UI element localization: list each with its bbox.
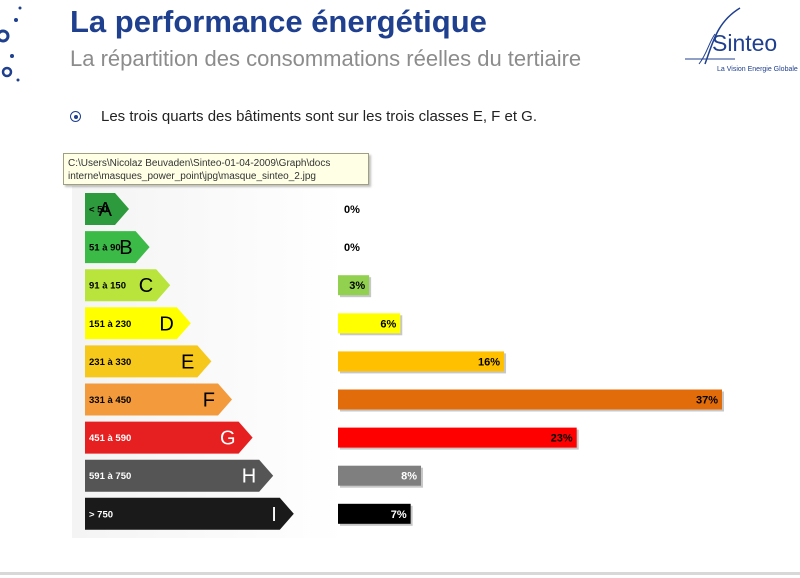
- percent-bar-c: [338, 275, 370, 296]
- percent-label-h: 8%: [401, 471, 417, 483]
- class-arrow-i: > 750 I: [85, 497, 294, 530]
- class-arrow-shape: [85, 421, 253, 454]
- percent-label-e: 16%: [478, 356, 500, 368]
- class-arrow-shape: [85, 459, 274, 492]
- class-range-label: 591 à 750: [89, 471, 131, 482]
- class-arrow-shape: [85, 193, 129, 225]
- class-letter-label: E: [181, 351, 194, 373]
- percent-bar-d: [338, 313, 401, 334]
- file-path-tooltip: C:\Users\Nicolaz Beuvaden\Sinteo-01-04-2…: [63, 153, 369, 185]
- percent-bar-g: [338, 427, 577, 448]
- class-arrow-g: 451 à 590 G: [85, 421, 253, 454]
- percent-label-f: 37%: [696, 395, 718, 407]
- class-arrow-b: 51 à 90B: [85, 231, 150, 264]
- percent-label-a: 0%: [344, 204, 360, 216]
- class-letter-label: F: [203, 390, 215, 412]
- page-title: La performance énergétique: [70, 4, 487, 39]
- logo-tagline: La Vision Energie Globale: [717, 66, 798, 73]
- page-subtitle: La répartition des consommations réelles…: [70, 46, 582, 71]
- tooltip-line-2: interne\masques_power_point\jpg\masque_s…: [68, 171, 316, 182]
- class-range-label: 151 à 230: [89, 319, 131, 330]
- class-range-label: < 50: [89, 205, 108, 216]
- class-arrow-shape: [85, 345, 212, 378]
- percent-label-b: 0%: [344, 242, 360, 254]
- class-range-label: 91 à 150: [89, 281, 126, 292]
- class-arrow-f: 331 à 450 F: [85, 383, 232, 416]
- sinteo-logo: Sinteo La Vision Energie Globale: [685, 2, 800, 80]
- percent-bar-h: [338, 465, 422, 486]
- class-letter-label: D: [159, 313, 173, 335]
- logo-wordmark: Sinteo: [712, 30, 778, 56]
- class-arrow-shape: [85, 269, 171, 302]
- class-range-label: 331 à 450: [89, 395, 131, 406]
- class-arrow-a: < 50A: [85, 193, 129, 225]
- percent-bar-e: [338, 351, 505, 372]
- bullet-text: Les trois quarts des bâtiments sont sur …: [101, 108, 538, 125]
- class-arrow-shape: [85, 307, 191, 340]
- class-letter-label: I: [271, 504, 277, 526]
- percent-label-i: 7%: [391, 509, 407, 521]
- bullet-circle-icon: [70, 111, 81, 122]
- bullet-point: Les trois quarts des bâtiments sont sur …: [70, 108, 537, 125]
- class-range-label: > 750: [89, 509, 113, 520]
- percent-label-c: 3%: [349, 280, 365, 292]
- class-letter-label: A: [99, 199, 113, 221]
- class-letter-label: H: [242, 466, 256, 488]
- class-letter-label: G: [220, 428, 236, 450]
- percent-label-g: 23%: [551, 433, 573, 445]
- class-letter-label: C: [139, 275, 153, 297]
- class-arrow-d: 151 à 230 D: [85, 307, 191, 340]
- tooltip-line-1: C:\Users\Nicolaz Beuvaden\Sinteo-01-04-2…: [68, 158, 331, 169]
- percent-bar-i: [338, 503, 411, 524]
- class-letter-label: B: [119, 237, 132, 259]
- class-arrow-shape: [85, 497, 294, 530]
- class-arrow-h: 591 à 750 H: [85, 459, 274, 492]
- class-range-label: 451 à 590: [89, 433, 131, 444]
- percent-bar-f: [338, 389, 722, 410]
- decorative-dots-icon: [0, 6, 22, 82]
- footer-divider: [0, 572, 800, 575]
- class-arrow-c: 91 à 150 C: [85, 269, 171, 302]
- class-arrow-e: 231 à 330 E: [85, 345, 212, 378]
- class-range-label: 51 à 90: [89, 243, 121, 254]
- logo-mark-icon: [685, 7, 741, 65]
- class-arrow-shape: [85, 383, 232, 416]
- percent-label-d: 6%: [380, 318, 396, 330]
- class-range-label: 231 à 330: [89, 357, 131, 368]
- class-arrow-shape: [85, 231, 150, 264]
